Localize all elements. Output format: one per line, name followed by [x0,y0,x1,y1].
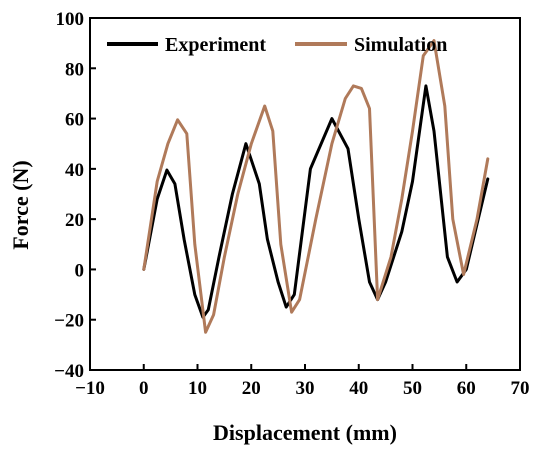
x-axis-title: Displacement (mm) [213,420,397,445]
y-tick-label: 100 [56,9,85,30]
y-tick-label: 40 [65,160,84,181]
y-tick-label: −40 [54,361,84,382]
y-tick-label: 20 [65,210,84,231]
x-tick-label: 70 [511,378,530,399]
x-tick-label: 20 [242,378,261,399]
y-tick-label: 60 [65,110,84,131]
y-tick-label: 80 [65,59,84,80]
x-tick-label: 40 [349,378,368,399]
series-line-simulation [142,39,490,334]
x-tick-label: 50 [403,378,422,399]
x-tick-label: 60 [457,378,476,399]
x-tick-label: 10 [188,378,207,399]
series-line-experiment [142,84,490,319]
x-tick-label: −10 [75,378,105,399]
y-tick-label: −20 [54,311,84,332]
y-tick-label: 0 [75,260,85,281]
legend-label-simulation: Simulation [354,34,447,56]
y-axis-title: Force (N) [8,160,33,249]
ticks-layer: −10 0 10 20 30 40 50 60 70 −40 −20 0 20 40 60 80 100 [54,9,529,399]
legend: Experiment Simulation [107,34,447,56]
legend-label-experiment: Experiment [165,34,266,56]
x-tick-label: 30 [296,378,315,399]
series-layer [142,39,490,334]
x-tick-label: 0 [139,378,149,399]
